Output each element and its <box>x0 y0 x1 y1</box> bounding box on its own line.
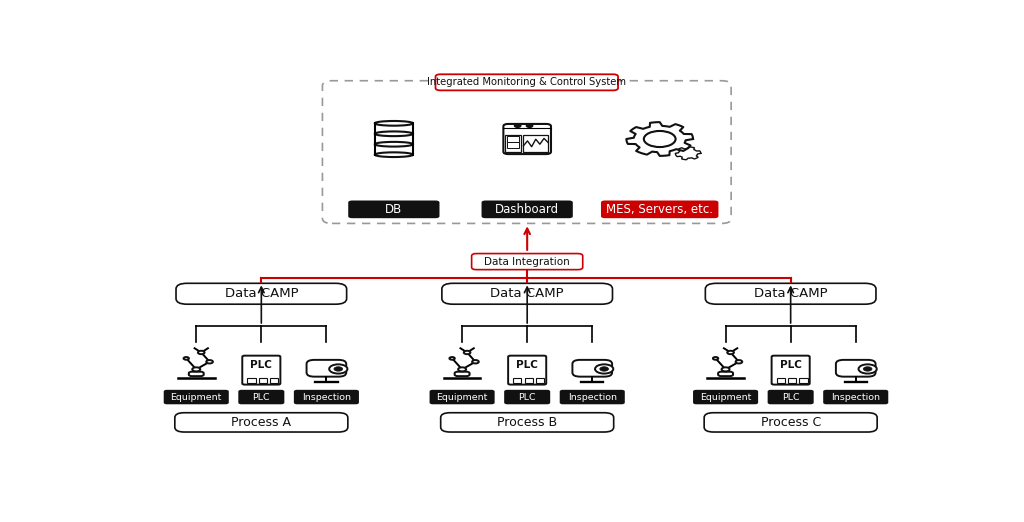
FancyBboxPatch shape <box>348 200 439 218</box>
FancyBboxPatch shape <box>572 360 612 377</box>
Text: Data Integration: Data Integration <box>484 257 570 267</box>
Circle shape <box>198 351 205 354</box>
FancyBboxPatch shape <box>507 136 518 141</box>
FancyBboxPatch shape <box>504 124 551 154</box>
Circle shape <box>329 364 347 374</box>
Text: Process B: Process B <box>497 416 557 429</box>
Text: Integrated Monitoring & Control System: Integrated Monitoring & Control System <box>427 77 627 87</box>
Circle shape <box>595 364 613 374</box>
Circle shape <box>526 124 532 127</box>
FancyBboxPatch shape <box>247 377 256 383</box>
Circle shape <box>193 367 201 371</box>
FancyBboxPatch shape <box>536 377 545 383</box>
FancyBboxPatch shape <box>481 200 572 218</box>
FancyBboxPatch shape <box>706 283 876 304</box>
FancyBboxPatch shape <box>505 135 520 152</box>
Text: PLC: PLC <box>782 393 800 401</box>
Circle shape <box>722 367 729 371</box>
FancyBboxPatch shape <box>601 200 719 218</box>
FancyBboxPatch shape <box>239 390 285 405</box>
Text: Equipment: Equipment <box>436 393 487 401</box>
FancyBboxPatch shape <box>513 377 521 383</box>
FancyBboxPatch shape <box>524 377 532 383</box>
FancyBboxPatch shape <box>176 283 347 304</box>
Text: Data CAMP: Data CAMP <box>754 287 827 300</box>
Circle shape <box>858 364 877 374</box>
FancyBboxPatch shape <box>175 413 348 432</box>
FancyBboxPatch shape <box>442 283 612 304</box>
Circle shape <box>727 351 734 354</box>
FancyBboxPatch shape <box>788 377 797 383</box>
FancyBboxPatch shape <box>705 413 878 432</box>
Text: Data CAMP: Data CAMP <box>224 287 298 300</box>
Text: DB: DB <box>385 203 402 216</box>
Text: Equipment: Equipment <box>699 393 752 401</box>
Circle shape <box>735 360 742 363</box>
Circle shape <box>450 357 455 360</box>
FancyBboxPatch shape <box>508 355 546 385</box>
Text: PLC: PLC <box>251 360 272 370</box>
FancyBboxPatch shape <box>243 355 281 385</box>
FancyBboxPatch shape <box>718 372 733 376</box>
FancyBboxPatch shape <box>430 390 495 405</box>
Circle shape <box>183 357 188 360</box>
FancyBboxPatch shape <box>294 390 359 405</box>
FancyBboxPatch shape <box>693 390 758 405</box>
FancyBboxPatch shape <box>323 81 731 223</box>
FancyBboxPatch shape <box>776 377 785 383</box>
Text: PLC: PLC <box>518 393 536 401</box>
FancyBboxPatch shape <box>772 355 810 385</box>
FancyBboxPatch shape <box>823 390 888 405</box>
Circle shape <box>458 367 466 371</box>
FancyBboxPatch shape <box>440 413 613 432</box>
FancyBboxPatch shape <box>472 254 583 270</box>
Text: MES, Servers, etc.: MES, Servers, etc. <box>606 203 713 216</box>
Circle shape <box>472 360 479 363</box>
Circle shape <box>334 367 343 371</box>
Text: Equipment: Equipment <box>171 393 222 401</box>
FancyBboxPatch shape <box>836 360 876 377</box>
FancyBboxPatch shape <box>188 372 204 376</box>
Text: Process A: Process A <box>231 416 291 429</box>
FancyBboxPatch shape <box>768 390 814 405</box>
Text: PLC: PLC <box>516 360 539 370</box>
Circle shape <box>514 124 521 127</box>
Text: Inspection: Inspection <box>567 393 616 401</box>
FancyBboxPatch shape <box>504 390 550 405</box>
Text: Inspection: Inspection <box>831 393 881 401</box>
FancyBboxPatch shape <box>455 372 470 376</box>
Circle shape <box>600 367 608 371</box>
FancyBboxPatch shape <box>560 390 625 405</box>
FancyBboxPatch shape <box>164 390 228 405</box>
FancyBboxPatch shape <box>270 377 279 383</box>
Circle shape <box>464 351 470 354</box>
FancyBboxPatch shape <box>523 135 548 152</box>
Text: Data CAMP: Data CAMP <box>490 287 564 300</box>
FancyBboxPatch shape <box>306 360 346 377</box>
Circle shape <box>863 367 872 371</box>
Text: PLC: PLC <box>253 393 270 401</box>
Text: PLC: PLC <box>779 360 802 370</box>
Circle shape <box>206 360 213 363</box>
FancyBboxPatch shape <box>435 74 618 90</box>
FancyBboxPatch shape <box>800 377 808 383</box>
Text: Dashboard: Dashboard <box>496 203 559 216</box>
Text: Inspection: Inspection <box>302 393 351 401</box>
FancyBboxPatch shape <box>507 141 518 148</box>
Ellipse shape <box>375 152 413 157</box>
Text: Process C: Process C <box>761 416 821 429</box>
FancyBboxPatch shape <box>259 377 267 383</box>
Circle shape <box>713 357 718 360</box>
